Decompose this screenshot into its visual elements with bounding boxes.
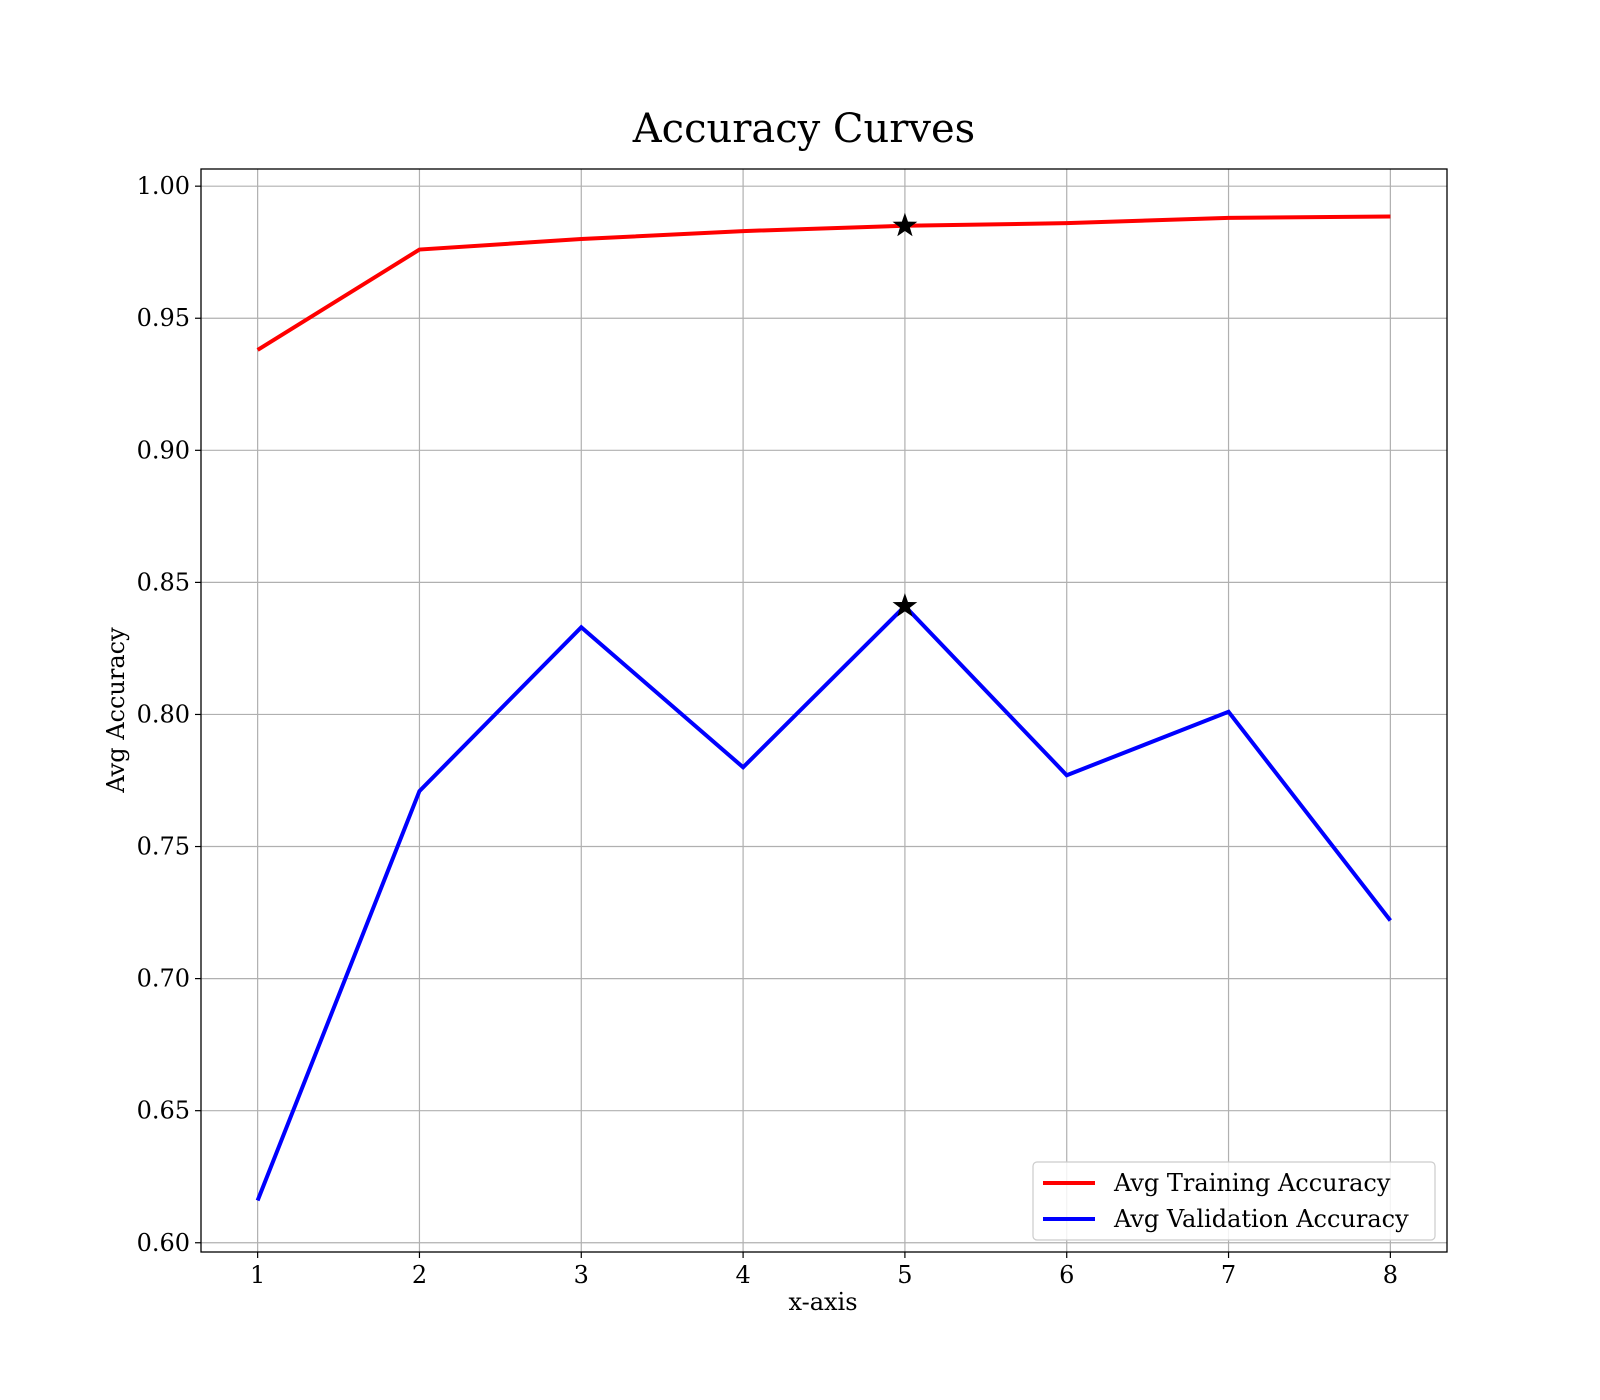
legend-entry-label: Avg Validation Accuracy (1113, 1205, 1409, 1233)
series-lines (255, 214, 1392, 1202)
axis-ticks: 1 2 3 4 5 6 7 8 0.60 0.65 0.70 0.75 0.80 0.85 0.90 0.95… (137, 172, 1398, 1289)
legend: Avg Training Accuracy Avg Validation Accu… (1032, 1161, 1436, 1241)
y-tick-label: 0.60 (137, 1229, 190, 1257)
x-tick-label: 1 (250, 1261, 265, 1289)
series-line-avg-training-accuracy (256, 214, 1391, 352)
x-tick-label: 3 (574, 1261, 589, 1289)
legend-box (1032, 1161, 1436, 1241)
y-tick-label: 0.85 (137, 568, 190, 596)
x-tick-label: 6 (1059, 1261, 1074, 1289)
y-tick-label: 0.80 (137, 700, 190, 728)
y-axis-label: Avg Accuracy (102, 627, 130, 794)
x-tick-label: 2 (412, 1261, 427, 1289)
x-axis-label: x-axis (788, 1288, 857, 1316)
y-tick-label: 0.75 (137, 833, 190, 861)
x-tick-label: 5 (897, 1261, 912, 1289)
y-tick-label: 0.65 (137, 1097, 190, 1125)
grid (201, 169, 1447, 1252)
chart-title: Accuracy Curves (632, 106, 975, 152)
y-tick-label: 1.00 (137, 172, 190, 200)
legend-entry-label: Avg Training Accuracy (1113, 1169, 1391, 1197)
x-tick-label: 8 (1383, 1261, 1398, 1289)
y-tick-label: 0.95 (137, 304, 190, 332)
y-tick-label: 0.70 (137, 965, 190, 993)
y-tick-label: 0.90 (137, 436, 190, 464)
best-markers (892, 212, 918, 617)
x-tick-label: 7 (1221, 1261, 1236, 1289)
best-accuracy-star-marker (892, 593, 918, 617)
series-line-avg-validation-accuracy (255, 603, 1392, 1202)
best-accuracy-star-marker (892, 212, 918, 237)
plot-frame (200, 168, 1448, 1253)
x-tick-label: 4 (735, 1261, 750, 1289)
